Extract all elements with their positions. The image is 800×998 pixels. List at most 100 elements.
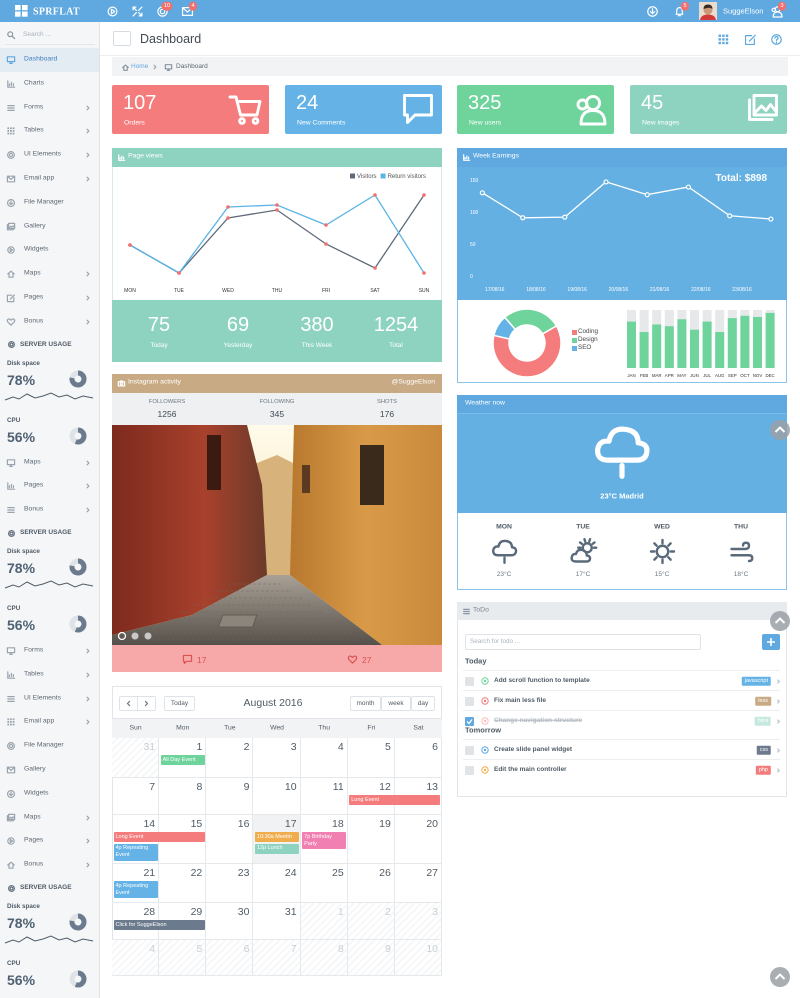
calendar-event[interactable]: All Day Event — [160, 755, 205, 765]
calendar-cell[interactable] — [394, 903, 442, 940]
calendar-event[interactable]: Long Event — [349, 795, 441, 805]
todo-checkbox[interactable] — [465, 676, 474, 686]
calendar-cell[interactable] — [159, 940, 207, 976]
stat-tile[interactable] — [457, 85, 614, 134]
calendar-button[interactable] — [381, 696, 411, 711]
calendar-cell[interactable] — [159, 738, 207, 778]
todo-checkbox[interactable] — [465, 745, 474, 755]
calendar-cell[interactable] — [206, 903, 254, 940]
calendar-cell[interactable] — [253, 738, 301, 778]
calendar-cell[interactable] — [300, 778, 348, 815]
slider-dot[interactable] — [144, 632, 152, 640]
menu-item[interactable]: UI Elements — [24, 694, 62, 702]
calendar-cell[interactable] — [347, 864, 395, 903]
calendar-cell[interactable] — [394, 815, 442, 864]
menu-item[interactable]: File Manager — [24, 198, 64, 206]
icon[interactable] — [771, 33, 782, 45]
menu-item[interactable]: Widgets — [24, 789, 49, 797]
calendar-event[interactable]: 12p Lunch — [254, 843, 300, 854]
scroll-top-button[interactable] — [770, 967, 790, 987]
todo-checkbox[interactable] — [465, 765, 474, 775]
calendar-cell[interactable] — [300, 864, 348, 903]
sidebar-search[interactable]: Search ... — [23, 30, 51, 38]
calendar-cell[interactable] — [159, 903, 207, 940]
calendar-event[interactable]: Click for SuggeElson — [113, 920, 205, 930]
menu-item[interactable]: Gallery — [24, 222, 46, 230]
calendar-event[interactable]: 7p Birthday Party — [302, 832, 347, 849]
icon[interactable] — [744, 34, 756, 45]
slider-dot[interactable] — [131, 632, 139, 640]
menu-item[interactable]: UI Elements — [24, 150, 62, 158]
menu-item[interactable]: Widgets — [24, 245, 49, 253]
calendar-cell[interactable] — [206, 864, 254, 903]
icon[interactable] — [182, 654, 192, 664]
menu-item[interactable]: Dashboard — [24, 55, 58, 63]
calendar-cell[interactable] — [206, 940, 254, 976]
menu-item[interactable]: Email app — [24, 717, 55, 725]
calendar-cell[interactable] — [347, 940, 395, 976]
calendar-cell[interactable] — [253, 778, 301, 815]
slider-dot[interactable] — [117, 631, 127, 641]
user-name[interactable]: SuggeElson — [723, 6, 764, 16]
calendar-cell[interactable] — [253, 940, 301, 976]
stat-tile[interactable] — [630, 85, 787, 134]
calendar-cell[interactable] — [112, 738, 160, 778]
calendar-cell[interactable] — [206, 778, 254, 815]
stat-tile[interactable] — [112, 85, 269, 134]
calendar-cell[interactable] — [347, 738, 395, 778]
menu-item[interactable]: Maps — [24, 813, 41, 821]
todo-checkbox[interactable] — [465, 696, 474, 706]
calendar-cell[interactable] — [300, 940, 348, 976]
todo-search[interactable] — [465, 634, 701, 650]
icon[interactable] — [132, 6, 143, 17]
menu-item[interactable]: Maps — [24, 269, 41, 277]
menu-item[interactable]: Bonus — [24, 860, 44, 868]
breadcrumb-link[interactable]: Home — [131, 62, 149, 70]
calendar-cell[interactable] — [112, 940, 160, 976]
menu-item[interactable]: Tables — [24, 126, 44, 134]
calendar-button[interactable] — [350, 696, 381, 711]
calendar-cell[interactable] — [112, 864, 160, 903]
icon[interactable] — [718, 34, 729, 45]
menu-item[interactable]: Forms — [24, 646, 44, 654]
calendar-event[interactable]: 10:30a Meetin — [254, 832, 300, 842]
calendar-cell[interactable] — [112, 778, 160, 815]
stat-tile[interactable] — [285, 85, 442, 134]
calendar-cell[interactable] — [394, 940, 442, 976]
menu-item[interactable]: Gallery — [24, 765, 46, 773]
calendar-cell[interactable] — [159, 778, 207, 815]
calendar-cell[interactable] — [300, 815, 348, 864]
icon[interactable] — [106, 5, 118, 17]
menu-item[interactable]: Email app — [24, 174, 55, 182]
calendar-button[interactable] — [411, 696, 435, 711]
menu-item[interactable]: Tables — [24, 670, 44, 678]
icon[interactable] — [646, 5, 658, 17]
icon[interactable] — [692, 34, 703, 45]
calendar-event[interactable]: 4p Repeating Event — [113, 843, 158, 861]
calendar-cell[interactable] — [206, 815, 254, 864]
icon[interactable] — [347, 654, 357, 664]
calendar-cell[interactable] — [394, 864, 442, 903]
calendar-next[interactable] — [137, 696, 156, 711]
calendar-cell[interactable] — [347, 903, 395, 940]
instagram-handle[interactable]: @SuggeElson — [391, 378, 435, 386]
calendar-cell[interactable] — [347, 815, 395, 864]
menu-item[interactable]: Maps — [24, 458, 41, 466]
calendar-button[interactable] — [164, 696, 195, 711]
menu-item[interactable]: Pages — [24, 836, 44, 844]
avatar[interactable] — [699, 2, 717, 20]
scroll-top-button[interactable] — [770, 420, 790, 440]
calendar-cell[interactable] — [253, 864, 301, 903]
instagram-photo[interactable] — [112, 425, 442, 645]
calendar-cell[interactable] — [300, 903, 348, 940]
calendar-event[interactable]: 4p Repeating Event — [113, 881, 158, 898]
calendar-cell[interactable] — [159, 864, 207, 903]
calendar-cell[interactable] — [159, 815, 207, 864]
menu-item[interactable]: Pages — [24, 481, 44, 489]
menu-item[interactable]: Pages — [24, 293, 44, 301]
calendar-cell[interactable] — [300, 738, 348, 778]
calendar-cell[interactable] — [394, 778, 442, 815]
calendar-cell[interactable] — [253, 903, 301, 940]
calendar-cell[interactable] — [394, 738, 442, 778]
menu-item[interactable]: File Manager — [24, 741, 64, 749]
